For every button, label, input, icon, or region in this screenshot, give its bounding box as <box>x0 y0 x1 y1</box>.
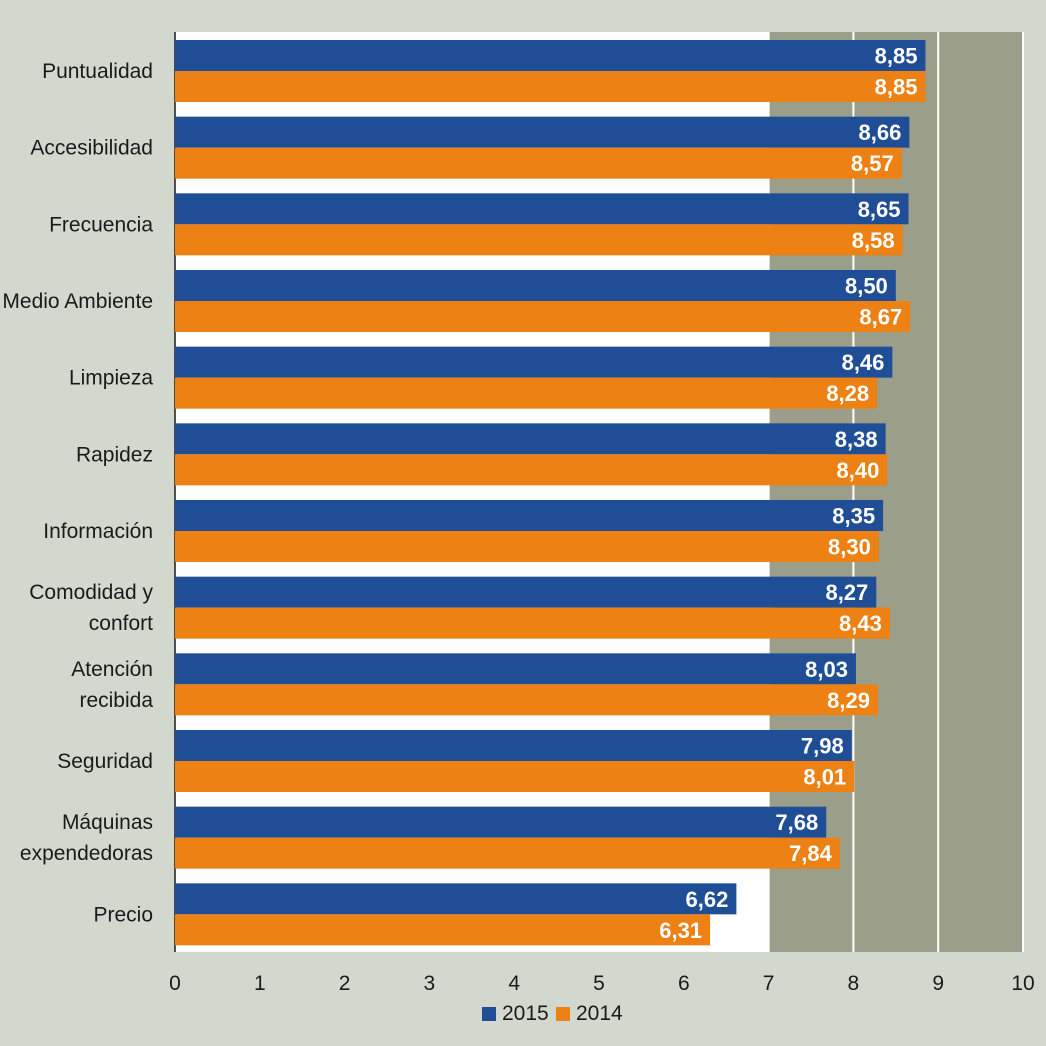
bar-2014-3 <box>175 301 911 332</box>
bar-2015-8 <box>175 653 856 685</box>
bar-2014-9 <box>175 761 855 792</box>
category-label-4: Limpieza <box>69 367 153 390</box>
bar-2015-9 <box>175 730 852 761</box>
value-label-2015-5: 8,38 <box>835 427 878 452</box>
bar-2015-7 <box>175 576 877 608</box>
bar-2015-10 <box>175 806 827 838</box>
value-label-2014-5: 8,40 <box>836 458 879 483</box>
category-label-0: Puntualidad <box>42 60 153 83</box>
x-tick-label-1: 1 <box>254 972 266 995</box>
category-label-11: Precio <box>93 903 153 926</box>
bar-2015-1 <box>175 116 910 148</box>
value-label-2015-8: 8,03 <box>805 657 848 682</box>
x-tick-label-10: 10 <box>1011 972 1034 995</box>
bar-2015-5 <box>175 423 886 455</box>
category-label-10-line0: Máquinas <box>62 811 153 834</box>
x-tick-label-6: 6 <box>678 972 690 995</box>
bar-2014-2 <box>175 224 903 256</box>
legend-swatch-2015 <box>482 1007 496 1021</box>
category-label-6: Información <box>43 520 153 543</box>
value-label-2014-1: 8,57 <box>851 151 894 176</box>
value-label-2014-2: 8,58 <box>852 228 895 253</box>
category-label-3: Medio Ambiente <box>2 290 153 313</box>
bar-2015-4 <box>175 346 893 378</box>
bar-2015-0 <box>175 40 926 71</box>
value-label-2014-0: 8,85 <box>875 75 918 100</box>
value-label-2014-11: 6,31 <box>659 918 702 943</box>
value-label-2014-4: 8,28 <box>826 381 869 406</box>
x-tick-label-2: 2 <box>339 972 351 995</box>
value-label-2015-10: 7,68 <box>775 810 818 835</box>
bar-2014-5 <box>175 454 888 486</box>
x-tick-label-3: 3 <box>424 972 436 995</box>
value-label-2014-7: 8,43 <box>839 611 882 636</box>
category-label-8-line0: Atención <box>71 658 153 681</box>
category-label-10-line1: expendedoras <box>20 842 153 865</box>
category-label-9: Seguridad <box>57 750 153 773</box>
value-label-2014-10: 7,84 <box>789 841 833 866</box>
category-label-5: Rapidez <box>76 443 153 466</box>
value-label-2015-6: 8,35 <box>832 504 875 529</box>
x-tick-label-4: 4 <box>508 972 520 995</box>
value-label-2015-0: 8,85 <box>875 44 918 69</box>
value-label-2015-3: 8,50 <box>845 274 888 299</box>
highlight-range-background <box>768 32 1023 952</box>
category-label-7-line0: Comodidad y <box>29 581 153 604</box>
category-label-2: Frecuencia <box>49 213 153 236</box>
value-label-2015-1: 8,66 <box>859 120 902 145</box>
value-label-2015-11: 6,62 <box>686 887 729 912</box>
value-label-2015-9: 7,98 <box>801 734 844 759</box>
x-tick-label-7: 7 <box>763 972 775 995</box>
bar-2014-1 <box>175 147 902 179</box>
category-label-7-line1: confort <box>89 612 153 635</box>
category-label-1: Accesibilidad <box>30 137 153 160</box>
x-tick-label-5: 5 <box>593 972 605 995</box>
x-tick-label-8: 8 <box>848 972 860 995</box>
value-label-2015-7: 8,27 <box>825 580 868 605</box>
value-label-2015-4: 8,46 <box>842 350 885 375</box>
bar-2014-10 <box>175 837 840 869</box>
category-label-8-line1: recibida <box>79 689 153 712</box>
bar-2014-0 <box>175 71 926 102</box>
bar-2014-7 <box>175 607 890 639</box>
value-label-2014-6: 8,30 <box>828 535 871 560</box>
value-label-2014-9: 8,01 <box>803 765 846 790</box>
bar-2014-11 <box>175 914 711 946</box>
bar-2015-2 <box>175 193 909 225</box>
legend-label-2015: 2015 <box>502 1002 549 1025</box>
value-label-2015-2: 8,65 <box>858 197 901 222</box>
x-tick-label-9: 9 <box>932 972 944 995</box>
legend-swatch-2014 <box>556 1007 570 1021</box>
x-tick-label-0: 0 <box>169 972 181 995</box>
bar-2014-8 <box>175 684 878 716</box>
value-label-2014-3: 8,67 <box>859 305 902 330</box>
bar-2015-6 <box>175 500 884 531</box>
bar-2015-3 <box>175 270 896 301</box>
bar-2014-4 <box>175 377 878 409</box>
bar-2014-6 <box>175 531 879 562</box>
legend-label-2014: 2014 <box>576 1002 623 1025</box>
value-label-2014-8: 8,29 <box>827 688 870 713</box>
bar-2015-11 <box>175 883 737 915</box>
